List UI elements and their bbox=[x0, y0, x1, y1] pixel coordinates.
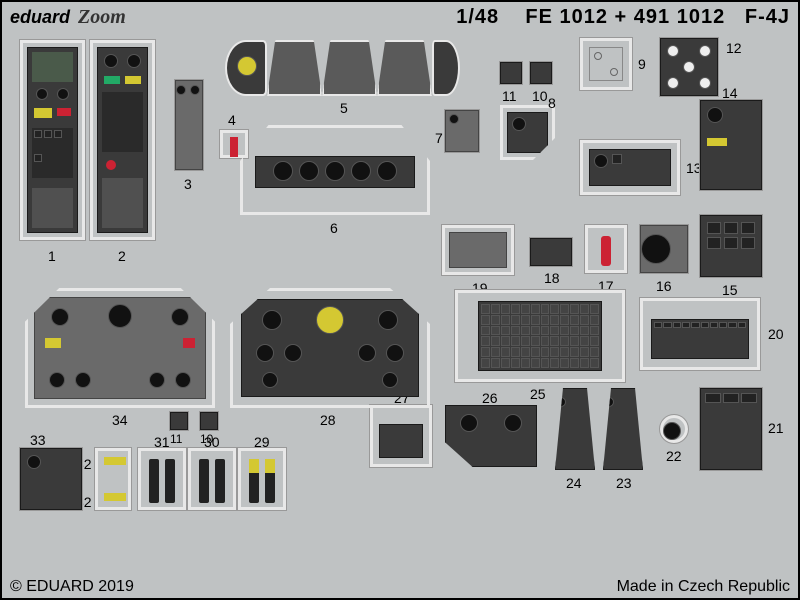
product-info: 1/48 FE 1012 + 491 1012 F-4J bbox=[456, 6, 790, 29]
label-14: 14 bbox=[722, 85, 738, 101]
part-29 bbox=[238, 448, 286, 510]
label-34: 34 bbox=[112, 412, 128, 428]
part-5 bbox=[225, 40, 460, 96]
part-13 bbox=[580, 140, 680, 195]
label-20: 20 bbox=[768, 326, 784, 342]
part-27 bbox=[370, 405, 432, 467]
label-2: 2 bbox=[118, 248, 126, 264]
part-28 bbox=[230, 288, 430, 408]
origin: Made in Czech Republic bbox=[617, 578, 790, 596]
label-25: 25 bbox=[530, 386, 546, 402]
label-12: 12 bbox=[726, 40, 742, 56]
part-1 bbox=[20, 40, 85, 240]
copyright: © EDUARD 2019 bbox=[10, 578, 134, 596]
label-21: 21 bbox=[768, 420, 784, 436]
part-33 bbox=[20, 448, 82, 510]
label-11b: 11 bbox=[170, 432, 182, 446]
part-30 bbox=[188, 448, 236, 510]
label-29: 29 bbox=[254, 434, 270, 450]
part-16 bbox=[640, 225, 688, 273]
label-11: 11 bbox=[502, 88, 517, 104]
part-18 bbox=[530, 238, 572, 266]
part-10 bbox=[530, 62, 552, 84]
part-7 bbox=[445, 110, 479, 152]
part-31 bbox=[138, 448, 186, 510]
header: eduard Zoom 1/48 FE 1012 + 491 1012 F-4J bbox=[2, 2, 798, 32]
part-34 bbox=[25, 288, 215, 408]
part-11 bbox=[500, 62, 522, 84]
part-20 bbox=[640, 298, 760, 370]
brand-logo: eduard bbox=[10, 7, 70, 28]
label-4: 4 bbox=[228, 112, 236, 128]
part-32 bbox=[95, 448, 131, 510]
label-6: 6 bbox=[330, 220, 338, 236]
label-18: 18 bbox=[544, 270, 560, 286]
part-22 bbox=[660, 415, 688, 443]
part-15 bbox=[700, 215, 762, 277]
label-22: 22 bbox=[666, 448, 682, 464]
label-23: 23 bbox=[616, 475, 632, 491]
label-15: 15 bbox=[722, 282, 738, 298]
label-28: 28 bbox=[320, 412, 336, 428]
part-19 bbox=[442, 225, 514, 275]
label-7: 7 bbox=[435, 130, 443, 146]
label-33: 33 bbox=[30, 432, 46, 448]
label-24: 24 bbox=[566, 475, 582, 491]
part-11b bbox=[170, 412, 188, 430]
zoom-logo: Zoom bbox=[78, 6, 126, 29]
label-10: 10 bbox=[532, 88, 548, 104]
label-9: 9 bbox=[638, 56, 646, 72]
part-9 bbox=[580, 38, 632, 90]
label-1: 1 bbox=[48, 248, 56, 264]
label-31: 31 bbox=[154, 434, 170, 450]
part-12 bbox=[660, 38, 718, 96]
part-2 bbox=[90, 40, 155, 240]
aircraft: F-4J bbox=[745, 6, 790, 28]
part-21 bbox=[700, 388, 762, 470]
scale: 1/48 bbox=[456, 6, 499, 28]
product-code: FE 1012 + 491 1012 bbox=[525, 6, 725, 28]
label-8: 8 bbox=[548, 95, 556, 111]
footer: © EDUARD 2019 Made in Czech Republic bbox=[10, 578, 790, 596]
part-3 bbox=[175, 80, 203, 170]
label-5: 5 bbox=[340, 100, 348, 116]
part-14 bbox=[700, 100, 762, 190]
part-4 bbox=[220, 130, 248, 158]
part-10b bbox=[200, 412, 218, 430]
part-17 bbox=[585, 225, 627, 273]
label-16: 16 bbox=[656, 278, 672, 294]
part-25 bbox=[455, 290, 625, 382]
label-10b: 10 bbox=[200, 432, 213, 446]
label-26: 26 bbox=[482, 390, 498, 406]
part-6 bbox=[240, 125, 430, 215]
label-3: 3 bbox=[184, 176, 192, 192]
